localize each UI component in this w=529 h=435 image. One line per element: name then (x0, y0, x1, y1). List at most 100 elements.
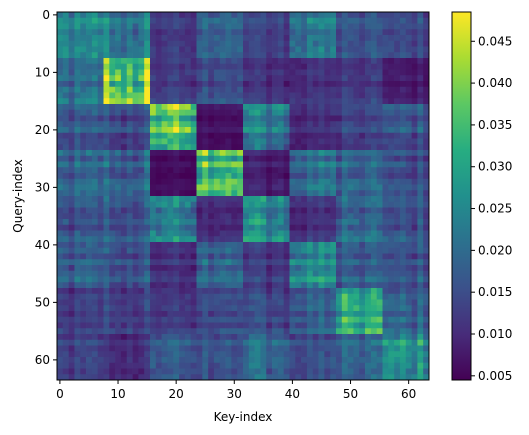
heatmap-cell (330, 213, 337, 220)
heatmap-cell (318, 190, 325, 197)
heatmap-cell (138, 219, 145, 226)
heatmap-cell (365, 92, 372, 99)
heatmap-cell (225, 299, 232, 306)
heatmap-cell (411, 322, 418, 329)
heatmap-cell (155, 40, 162, 47)
heatmap-cell (74, 63, 81, 70)
heatmap-cell (57, 328, 64, 335)
heatmap-cell (248, 247, 255, 254)
heatmap-cell (312, 253, 319, 260)
heatmap-cell (324, 75, 331, 82)
heatmap-cell (74, 270, 81, 277)
heatmap-cell (138, 288, 145, 295)
heatmap-cell (324, 52, 331, 59)
heatmap-cell (376, 201, 383, 208)
heatmap-cell (248, 184, 255, 191)
heatmap-cell (399, 201, 407, 208)
heatmap-cell (225, 201, 232, 208)
heatmap-cell (341, 247, 348, 254)
heatmap-cell (341, 293, 348, 300)
heatmap-cell (57, 339, 64, 346)
heatmap-cell (86, 92, 93, 99)
heatmap-cell (382, 374, 389, 381)
heatmap-cell (417, 311, 424, 318)
heatmap-cell (190, 230, 197, 237)
heatmap-cell (266, 35, 273, 42)
heatmap-cell (324, 374, 331, 381)
heatmap-cell (283, 115, 290, 122)
heatmap-cell (289, 357, 296, 364)
heatmap-cell (260, 288, 267, 295)
heatmap-cell (399, 213, 407, 220)
heatmap-cell (394, 224, 401, 231)
heatmap-cell (312, 299, 319, 306)
heatmap-cell (353, 184, 360, 191)
heatmap-cell (370, 196, 378, 203)
heatmap-cell (68, 265, 75, 272)
heatmap-cell (150, 115, 157, 122)
heatmap-cell (382, 219, 389, 226)
heatmap-cell (382, 345, 389, 352)
heatmap-cell (68, 311, 75, 318)
heatmap-cell (219, 213, 226, 220)
heatmap-cell (161, 138, 168, 145)
heatmap-cell (324, 305, 331, 312)
heatmap-cell (324, 69, 331, 76)
heatmap-cell (132, 138, 139, 145)
heatmap-cell (208, 259, 215, 266)
heatmap-cell (405, 150, 412, 157)
heatmap-cell (399, 173, 407, 180)
heatmap-cell (347, 109, 354, 116)
heatmap-cell (324, 58, 331, 65)
heatmap-cell (109, 196, 116, 203)
heatmap-cell (365, 109, 372, 116)
heatmap-cell (399, 242, 407, 249)
heatmap-cell (184, 63, 192, 70)
heatmap-cell (260, 109, 267, 116)
heatmap-cell (254, 265, 261, 272)
heatmap-cell (161, 178, 168, 185)
heatmap-cell (62, 98, 69, 105)
heatmap-cell (144, 104, 151, 111)
heatmap-cell (231, 52, 238, 59)
heatmap-cell (388, 127, 395, 134)
heatmap-cell (120, 270, 128, 277)
heatmap-cell (120, 75, 128, 82)
heatmap-cell (115, 362, 122, 369)
heatmap-cell (283, 362, 290, 369)
heatmap-cell (86, 115, 93, 122)
heatmap-cell (347, 63, 354, 70)
heatmap-cell (237, 109, 244, 116)
heatmap-cell (341, 109, 348, 116)
heatmap-cell (202, 155, 209, 162)
heatmap-cell (126, 351, 133, 358)
heatmap-cell (155, 316, 162, 323)
heatmap-cell (57, 201, 64, 208)
heatmap-cell (109, 40, 116, 47)
heatmap-cell (103, 167, 110, 174)
heatmap-cell (353, 144, 360, 151)
heatmap-cell (254, 29, 261, 36)
heatmap-cell (103, 104, 110, 111)
heatmap-cell (353, 242, 360, 249)
heatmap-cell (260, 178, 267, 185)
heatmap-cell (120, 334, 128, 341)
heatmap-cell (376, 207, 383, 214)
heatmap-cell (417, 339, 424, 346)
heatmap-cell (86, 132, 93, 139)
heatmap-cell (347, 81, 354, 88)
heatmap-cell (231, 230, 238, 237)
heatmap-cell (260, 276, 267, 283)
heatmap-cell (411, 144, 418, 151)
heatmap-cell (109, 207, 116, 214)
heatmap-cell (190, 12, 197, 19)
heatmap-cell (225, 224, 232, 231)
heatmap-cell (370, 173, 378, 180)
heatmap-cell (62, 339, 69, 346)
heatmap-cell (202, 265, 209, 272)
heatmap-cell (336, 121, 343, 128)
heatmap-cell (306, 98, 314, 105)
heatmap-cell (243, 213, 250, 220)
heatmap-cell (341, 322, 348, 329)
heatmap-cell (277, 115, 285, 122)
